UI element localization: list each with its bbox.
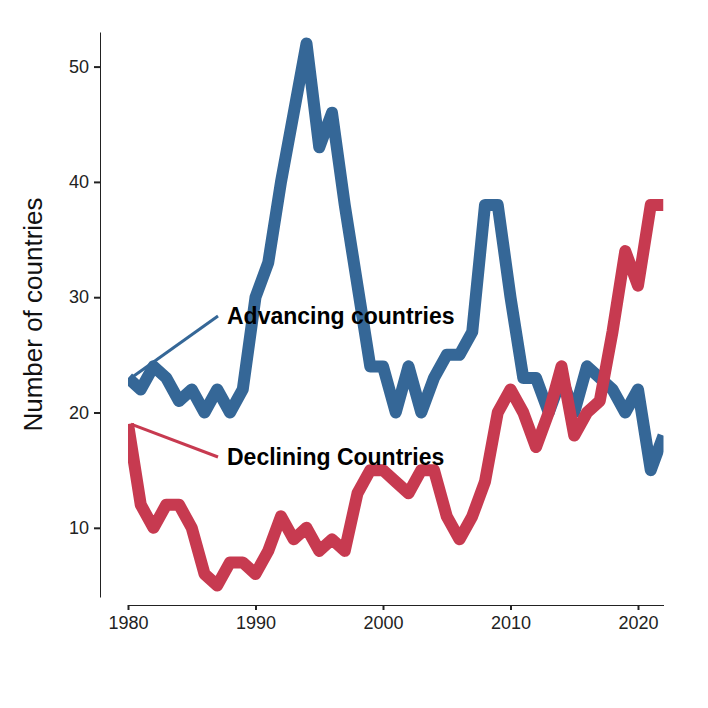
x-tick: 2000 (363, 605, 403, 633)
leader-line (131, 316, 218, 378)
x-tick: 2010 (491, 605, 531, 633)
x-tick: 2020 (618, 605, 658, 633)
y-tick: 10 (69, 518, 100, 538)
x-tick-label: 2010 (491, 613, 531, 633)
y-axis-title: Number of countries (18, 197, 48, 431)
x-tick-label: 2020 (618, 613, 658, 633)
y-tick-mark (94, 527, 100, 529)
y-tick-mark (94, 66, 100, 68)
x-axis-line (129, 605, 665, 606)
x-tick-mark (255, 605, 257, 610)
x-tick-label: 1990 (236, 613, 276, 633)
series-line (128, 44, 664, 471)
series-label: Declining Countries (227, 444, 444, 470)
y-axis: 10 20 30 40 50 (69, 33, 101, 598)
lines (128, 44, 664, 586)
y-tick-label: 40 (69, 172, 89, 192)
x-tick-mark (510, 605, 512, 610)
y-tick: 30 (69, 287, 100, 307)
x-tick: 1990 (236, 605, 276, 633)
y-tick-mark (94, 297, 100, 299)
x-tick-mark (128, 605, 130, 610)
series-line (128, 205, 664, 586)
y-axis-line (100, 33, 101, 598)
y-tick-label: 50 (69, 57, 89, 77)
series-label: Advancing countries (227, 303, 454, 329)
y-tick: 40 (69, 172, 100, 192)
leader-line (131, 424, 218, 457)
x-tick-mark (638, 605, 640, 610)
x-tick: 1980 (108, 605, 148, 633)
y-tick: 20 (69, 403, 100, 423)
x-axis: 1980 1990 2000 2010 2020 (108, 605, 664, 633)
y-tick-label: 10 (69, 518, 89, 538)
chart: 10 20 30 40 50 1980 1990 2000 2010 2020 Number of … (0, 0, 708, 708)
y-tick-label: 30 (69, 287, 89, 307)
y-tick-mark (94, 412, 100, 414)
y-tick-label: 20 (69, 403, 89, 423)
x-tick-mark (383, 605, 385, 610)
y-tick: 50 (69, 57, 100, 77)
x-tick-label: 2000 (363, 613, 403, 633)
x-tick-label: 1980 (108, 613, 148, 633)
y-tick-mark (94, 181, 100, 183)
